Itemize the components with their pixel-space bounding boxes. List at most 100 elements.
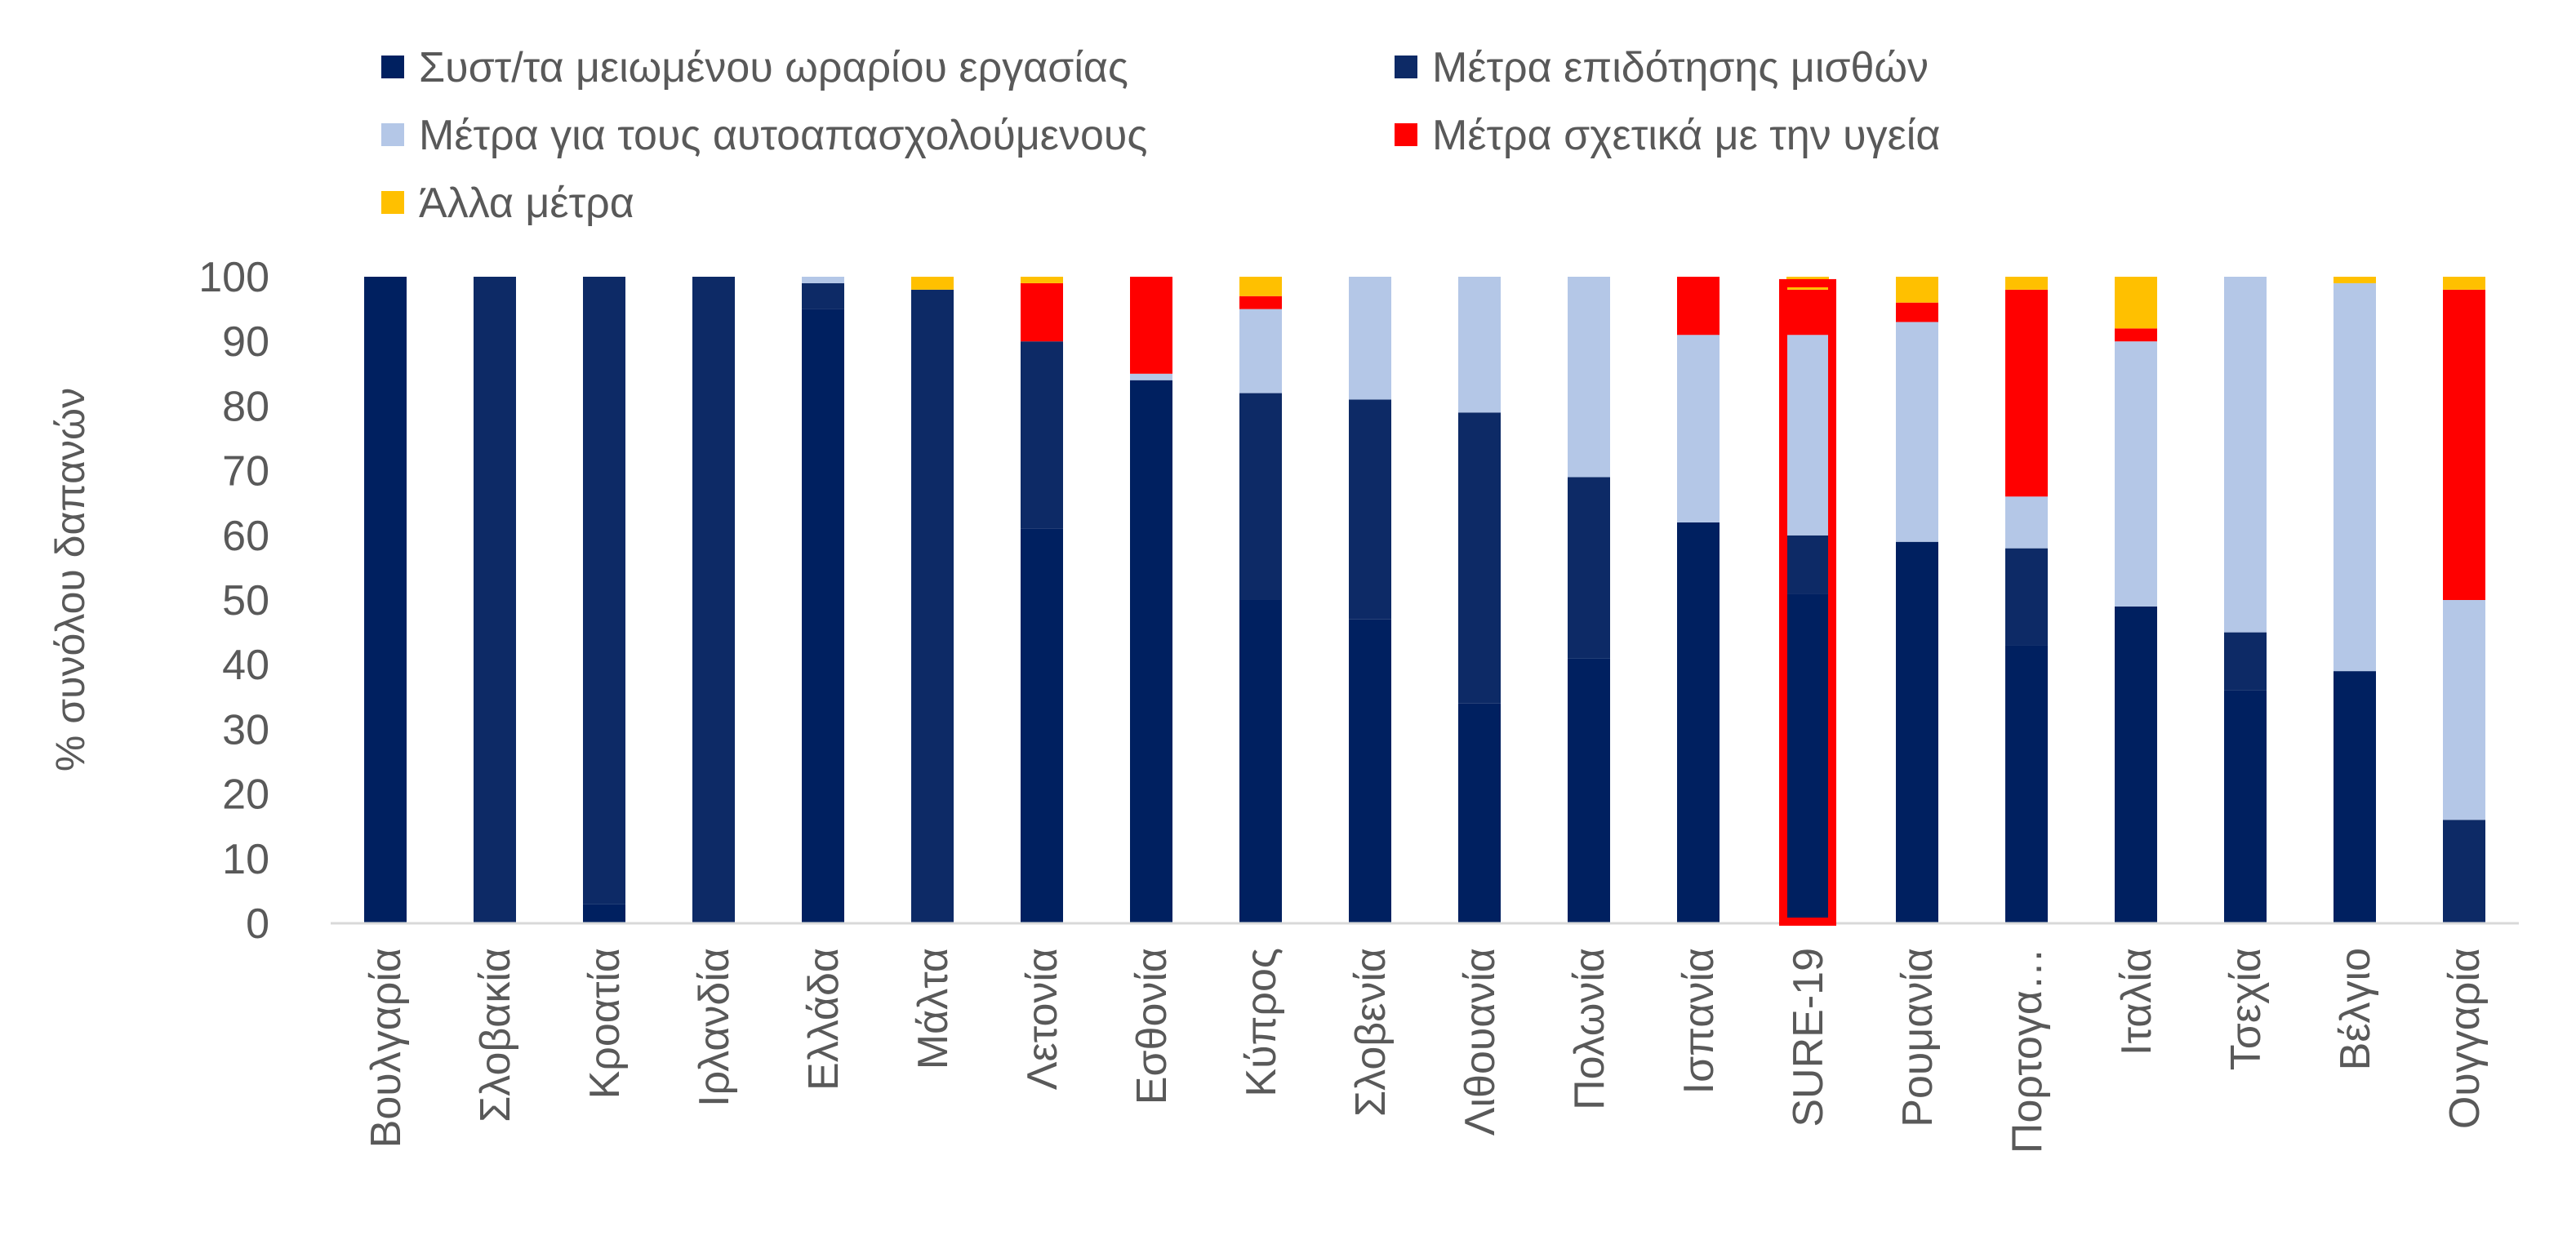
legend-swatch bbox=[1395, 56, 1417, 78]
bar-segment bbox=[1021, 282, 1063, 342]
legend-label: Μέτρα σχετικά με την υγεία bbox=[1432, 112, 1940, 159]
bar-segment bbox=[1896, 302, 1938, 322]
y-tick-label: 30 bbox=[222, 706, 269, 753]
legend-swatch bbox=[381, 191, 404, 214]
x-tick-label: Ρουμανία bbox=[1894, 948, 1942, 1127]
x-tick-label: Ουγγαρία bbox=[2441, 948, 2489, 1129]
bar-segment bbox=[1677, 335, 1720, 522]
bar-segment bbox=[1786, 289, 1829, 336]
bar-segment bbox=[2224, 277, 2267, 633]
bar-segment bbox=[1677, 522, 1720, 923]
bar-segment bbox=[1349, 619, 1391, 923]
bar-segment bbox=[2334, 277, 2376, 283]
x-tick-label: Λετονία bbox=[1019, 948, 1066, 1090]
bar-segment bbox=[2443, 277, 2485, 290]
bar-segment bbox=[364, 277, 407, 923]
bar-segment bbox=[1239, 277, 1282, 296]
x-tick-label: Σλοβενία bbox=[1347, 948, 1395, 1117]
legend-item: Άλλα μέτρα bbox=[381, 180, 634, 227]
bar-segment bbox=[1349, 277, 1391, 400]
x-tick-label: SURE-19 bbox=[1785, 948, 1832, 1127]
bars bbox=[364, 277, 2485, 924]
bar-segment bbox=[1568, 658, 1610, 923]
bar-segment bbox=[802, 282, 844, 309]
bar-segment bbox=[1130, 277, 1172, 374]
bar-segment bbox=[1130, 373, 1172, 380]
bar-segment bbox=[1896, 541, 1938, 923]
x-axis-tick-labels: Βουλγαρία Σλοβακία Κροατία Ιρλανδία Ελλάδα Μά… bbox=[363, 948, 2489, 1153]
bar-segment bbox=[2224, 690, 2267, 923]
bar-segment bbox=[2224, 632, 2267, 691]
bar-segment bbox=[2115, 341, 2157, 607]
x-tick-label: Ελλάδα bbox=[800, 948, 848, 1091]
legend-item: Μέτρα για τους αυτοαπασχολούμενους bbox=[381, 112, 1147, 159]
y-tick-label: 60 bbox=[222, 513, 269, 560]
bar-segment bbox=[2115, 277, 2157, 329]
y-tick-label: 20 bbox=[222, 771, 269, 819]
bar-segment bbox=[1458, 277, 1501, 413]
bar-segment bbox=[2005, 548, 2048, 646]
x-tick-label: Ιταλία bbox=[2113, 948, 2160, 1056]
bar-segment bbox=[1239, 296, 1282, 309]
legend-item: Μέτρα επιδότησης μισθών bbox=[1395, 44, 1929, 91]
bar-segment bbox=[2334, 671, 2376, 923]
legend-swatch bbox=[381, 56, 404, 78]
x-tick-label: Λιθουανία bbox=[1457, 948, 1504, 1136]
y-tick-label: 80 bbox=[222, 383, 269, 430]
bar-segment bbox=[474, 277, 516, 923]
bar-segment bbox=[1021, 341, 1063, 529]
bar-segment bbox=[1239, 600, 1282, 923]
bar-segment bbox=[1130, 380, 1172, 924]
bar-segment bbox=[1896, 322, 1938, 542]
x-tick-label: Βουλγαρία bbox=[363, 948, 410, 1148]
bar-segment bbox=[2115, 328, 2157, 342]
legend-item: Μέτρα σχετικά με την υγεία bbox=[1395, 112, 1940, 159]
bar-segment bbox=[2443, 289, 2485, 600]
legend-item: Συστ/τα μειωμένου ωραρίου εργασίας bbox=[381, 44, 1128, 91]
bar-segment bbox=[2115, 606, 2157, 923]
y-tick-label: 70 bbox=[222, 448, 269, 496]
bar-segment bbox=[2005, 277, 2048, 290]
x-tick-label: Κύπρος bbox=[1238, 948, 1285, 1097]
bar-segment bbox=[1239, 393, 1282, 600]
bar-segment bbox=[1349, 399, 1391, 620]
bar-segment bbox=[2005, 496, 2048, 549]
bar-segment bbox=[911, 289, 954, 924]
bar-segment bbox=[1458, 703, 1501, 923]
bar-segment bbox=[583, 904, 625, 923]
bar-segment bbox=[802, 309, 844, 924]
x-tick-label: Ισπανία bbox=[1675, 948, 1723, 1094]
bar-segment bbox=[911, 277, 954, 290]
x-tick-label: Πολωνία bbox=[1566, 948, 1613, 1110]
bar-segment bbox=[1021, 277, 1063, 283]
x-tick-label: Βέλγιο bbox=[2332, 948, 2379, 1070]
bar-segment bbox=[692, 277, 735, 923]
bar-segment bbox=[2005, 289, 2048, 497]
bar-segment bbox=[1239, 309, 1282, 393]
y-tick-label: 10 bbox=[222, 836, 269, 883]
legend-swatch bbox=[381, 123, 404, 146]
bar-segment bbox=[1458, 412, 1501, 704]
bar-segment bbox=[1786, 335, 1829, 536]
highlight-outline bbox=[1779, 278, 1836, 927]
bar-segment bbox=[2443, 820, 2485, 923]
bar-segment bbox=[1677, 277, 1720, 336]
y-axis: 0 10 20 30 40 50 60 70 80 90 100 bbox=[198, 254, 269, 948]
bar-segment bbox=[1568, 477, 1610, 659]
y-tick-label: 100 bbox=[198, 254, 269, 301]
bar-segment bbox=[1786, 593, 1829, 923]
x-tick-label: Εσθονία bbox=[1128, 948, 1176, 1105]
x-tick-label: Μάλτα bbox=[910, 948, 957, 1069]
highlight-rect bbox=[1779, 278, 1836, 927]
y-tick-label: 0 bbox=[246, 900, 269, 948]
legend: Συστ/τα μειωμένου ωραρίου εργασίας Μέτρα … bbox=[381, 44, 1940, 227]
y-tick-label: 50 bbox=[222, 577, 269, 624]
x-tick-label: Ιρλανδία bbox=[691, 948, 738, 1107]
bar-segment bbox=[2005, 645, 2048, 923]
legend-swatch bbox=[1395, 123, 1417, 146]
x-tick-label: Πορτογα… bbox=[2004, 948, 2051, 1153]
x-tick-label: Κροατία bbox=[581, 948, 629, 1099]
bar-segment bbox=[2443, 600, 2485, 820]
